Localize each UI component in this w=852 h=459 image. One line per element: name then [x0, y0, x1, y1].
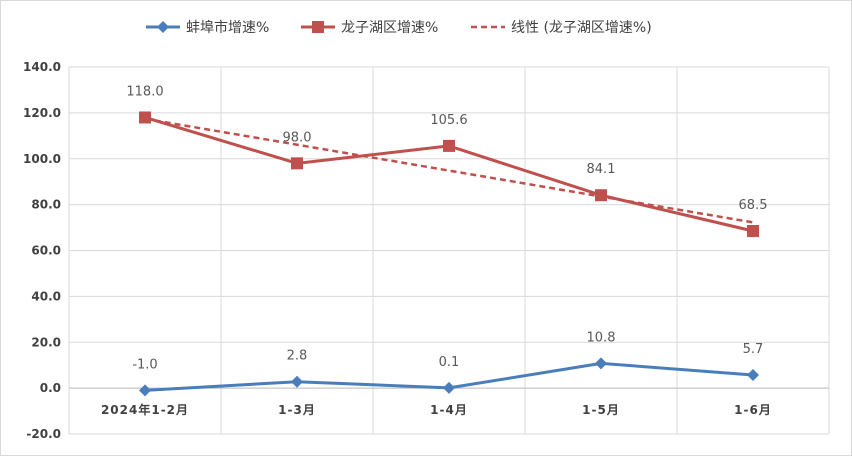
y-tick-label: 20.0 — [31, 335, 61, 349]
y-tick-label: 40.0 — [31, 289, 61, 303]
data-point-diamond — [291, 375, 303, 388]
data-point-diamond — [747, 369, 759, 382]
data-label: 68.5 — [739, 198, 768, 213]
data-point-square — [595, 189, 607, 202]
legend-diamond-icon — [157, 21, 169, 33]
x-tick-label: 1-4月 — [430, 403, 468, 417]
data-label: 2.8 — [287, 349, 308, 364]
data-point-square — [139, 111, 151, 124]
x-tick-label: 1-6月 — [734, 403, 772, 417]
data-point-square — [443, 139, 455, 152]
legend-square-icon — [312, 21, 324, 33]
data-label: 84.1 — [587, 162, 616, 177]
data-point-diamond — [443, 381, 455, 394]
y-tick-label: 140.0 — [23, 60, 61, 74]
legend-label: 蚌埠市增速% — [186, 19, 269, 36]
data-label: 10.8 — [587, 330, 616, 345]
data-point-diamond — [595, 357, 607, 370]
trendline-layer — [144, 117, 754, 224]
grid-lines — [68, 66, 830, 435]
data-label: 118.0 — [126, 84, 163, 99]
trendline — [144, 117, 754, 224]
x-tick-label: 1-5月 — [582, 403, 620, 417]
data-label: -1.0 — [132, 357, 157, 372]
legend-label: 线性 (龙子湖区增速%) — [511, 20, 652, 36]
data-point-square — [291, 157, 303, 170]
legend-label: 龙子湖区增速% — [341, 20, 438, 36]
data-point-diamond — [139, 384, 151, 397]
y-tick-label: 100.0 — [23, 152, 61, 166]
data-point-square — [747, 225, 759, 238]
data-label: 98.0 — [283, 130, 312, 145]
legend: 蚌埠市增速% 龙子湖区增速% 线性 (龙子湖区增速%) — [146, 19, 652, 36]
y-tick-label: 60.0 — [31, 244, 61, 258]
y-tick-label: 120.0 — [23, 106, 61, 120]
x-tick-label: 1-3月 — [278, 403, 316, 417]
y-tick-label: 80.0 — [31, 198, 61, 212]
y-tick-label: -20.0 — [26, 427, 61, 441]
series-markers — [139, 111, 759, 397]
y-tick-label: 0.0 — [40, 381, 61, 395]
data-labels: -1.0 2.8 0.1 10.8 5.7 118.0 98.0 105.6 84.1 68.5 — [126, 84, 767, 372]
data-label: 105.6 — [430, 113, 467, 128]
data-label: 0.1 — [439, 355, 460, 370]
data-label: 5.7 — [743, 342, 764, 357]
x-tick-label: 2024年1-2月 — [101, 402, 189, 417]
